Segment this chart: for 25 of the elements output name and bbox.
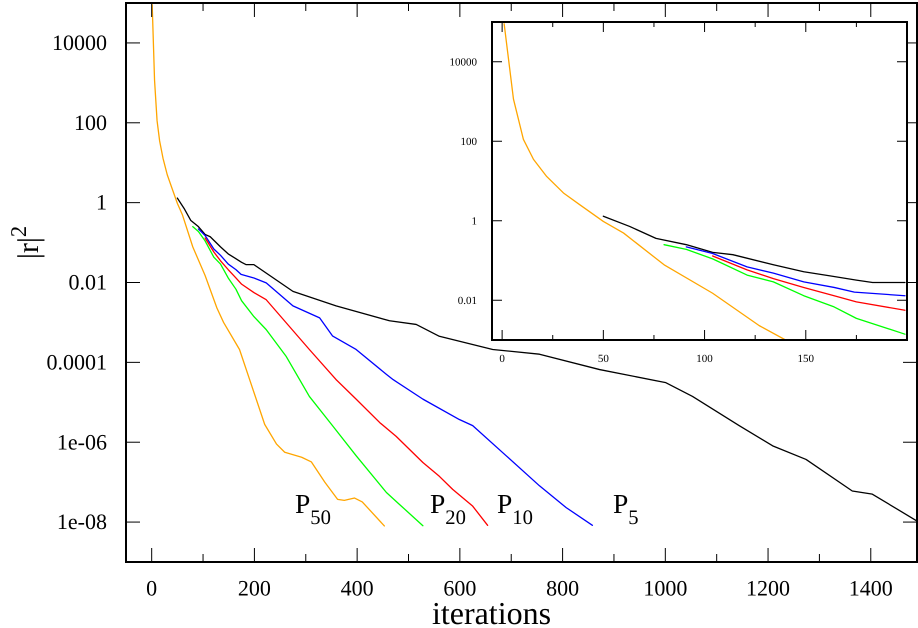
x-tick-label: 1000: [643, 576, 688, 601]
x-tick-label: 0: [146, 576, 158, 601]
x-tick-label: 50: [598, 352, 610, 365]
y-tick-label: 1e-08: [56, 509, 107, 534]
y-tick-label: 1: [472, 215, 477, 228]
y-tick-label: 100: [74, 110, 107, 135]
y-tick-label: 0.01: [458, 294, 477, 307]
x-tick-label: 100: [696, 352, 714, 365]
x-tick-label: 1200: [746, 576, 790, 601]
y-tick-label: 1: [96, 190, 107, 215]
annotation: P$_{50}$: [295, 488, 331, 529]
annotation: P$_{5}$: [613, 488, 639, 529]
x-tick-label: 400: [340, 576, 374, 601]
x-tick-label: 1400: [848, 576, 893, 601]
y-tick-label: 10000: [450, 56, 478, 68]
x-tick-label: 150: [798, 352, 815, 365]
y-tick-label: 1e-06: [56, 429, 107, 454]
annotation: P$_{20}$: [430, 488, 466, 529]
annotation: P$_{10}$: [497, 488, 533, 529]
y-tick-label: 0.01: [68, 270, 107, 295]
y-tick-label: 10000: [52, 30, 107, 55]
x-tick-label: 0: [499, 352, 506, 365]
x-tick-label: 200: [238, 576, 271, 601]
y-tick-label: 100: [460, 136, 478, 148]
y-tick-label: 0.0001: [46, 349, 107, 374]
